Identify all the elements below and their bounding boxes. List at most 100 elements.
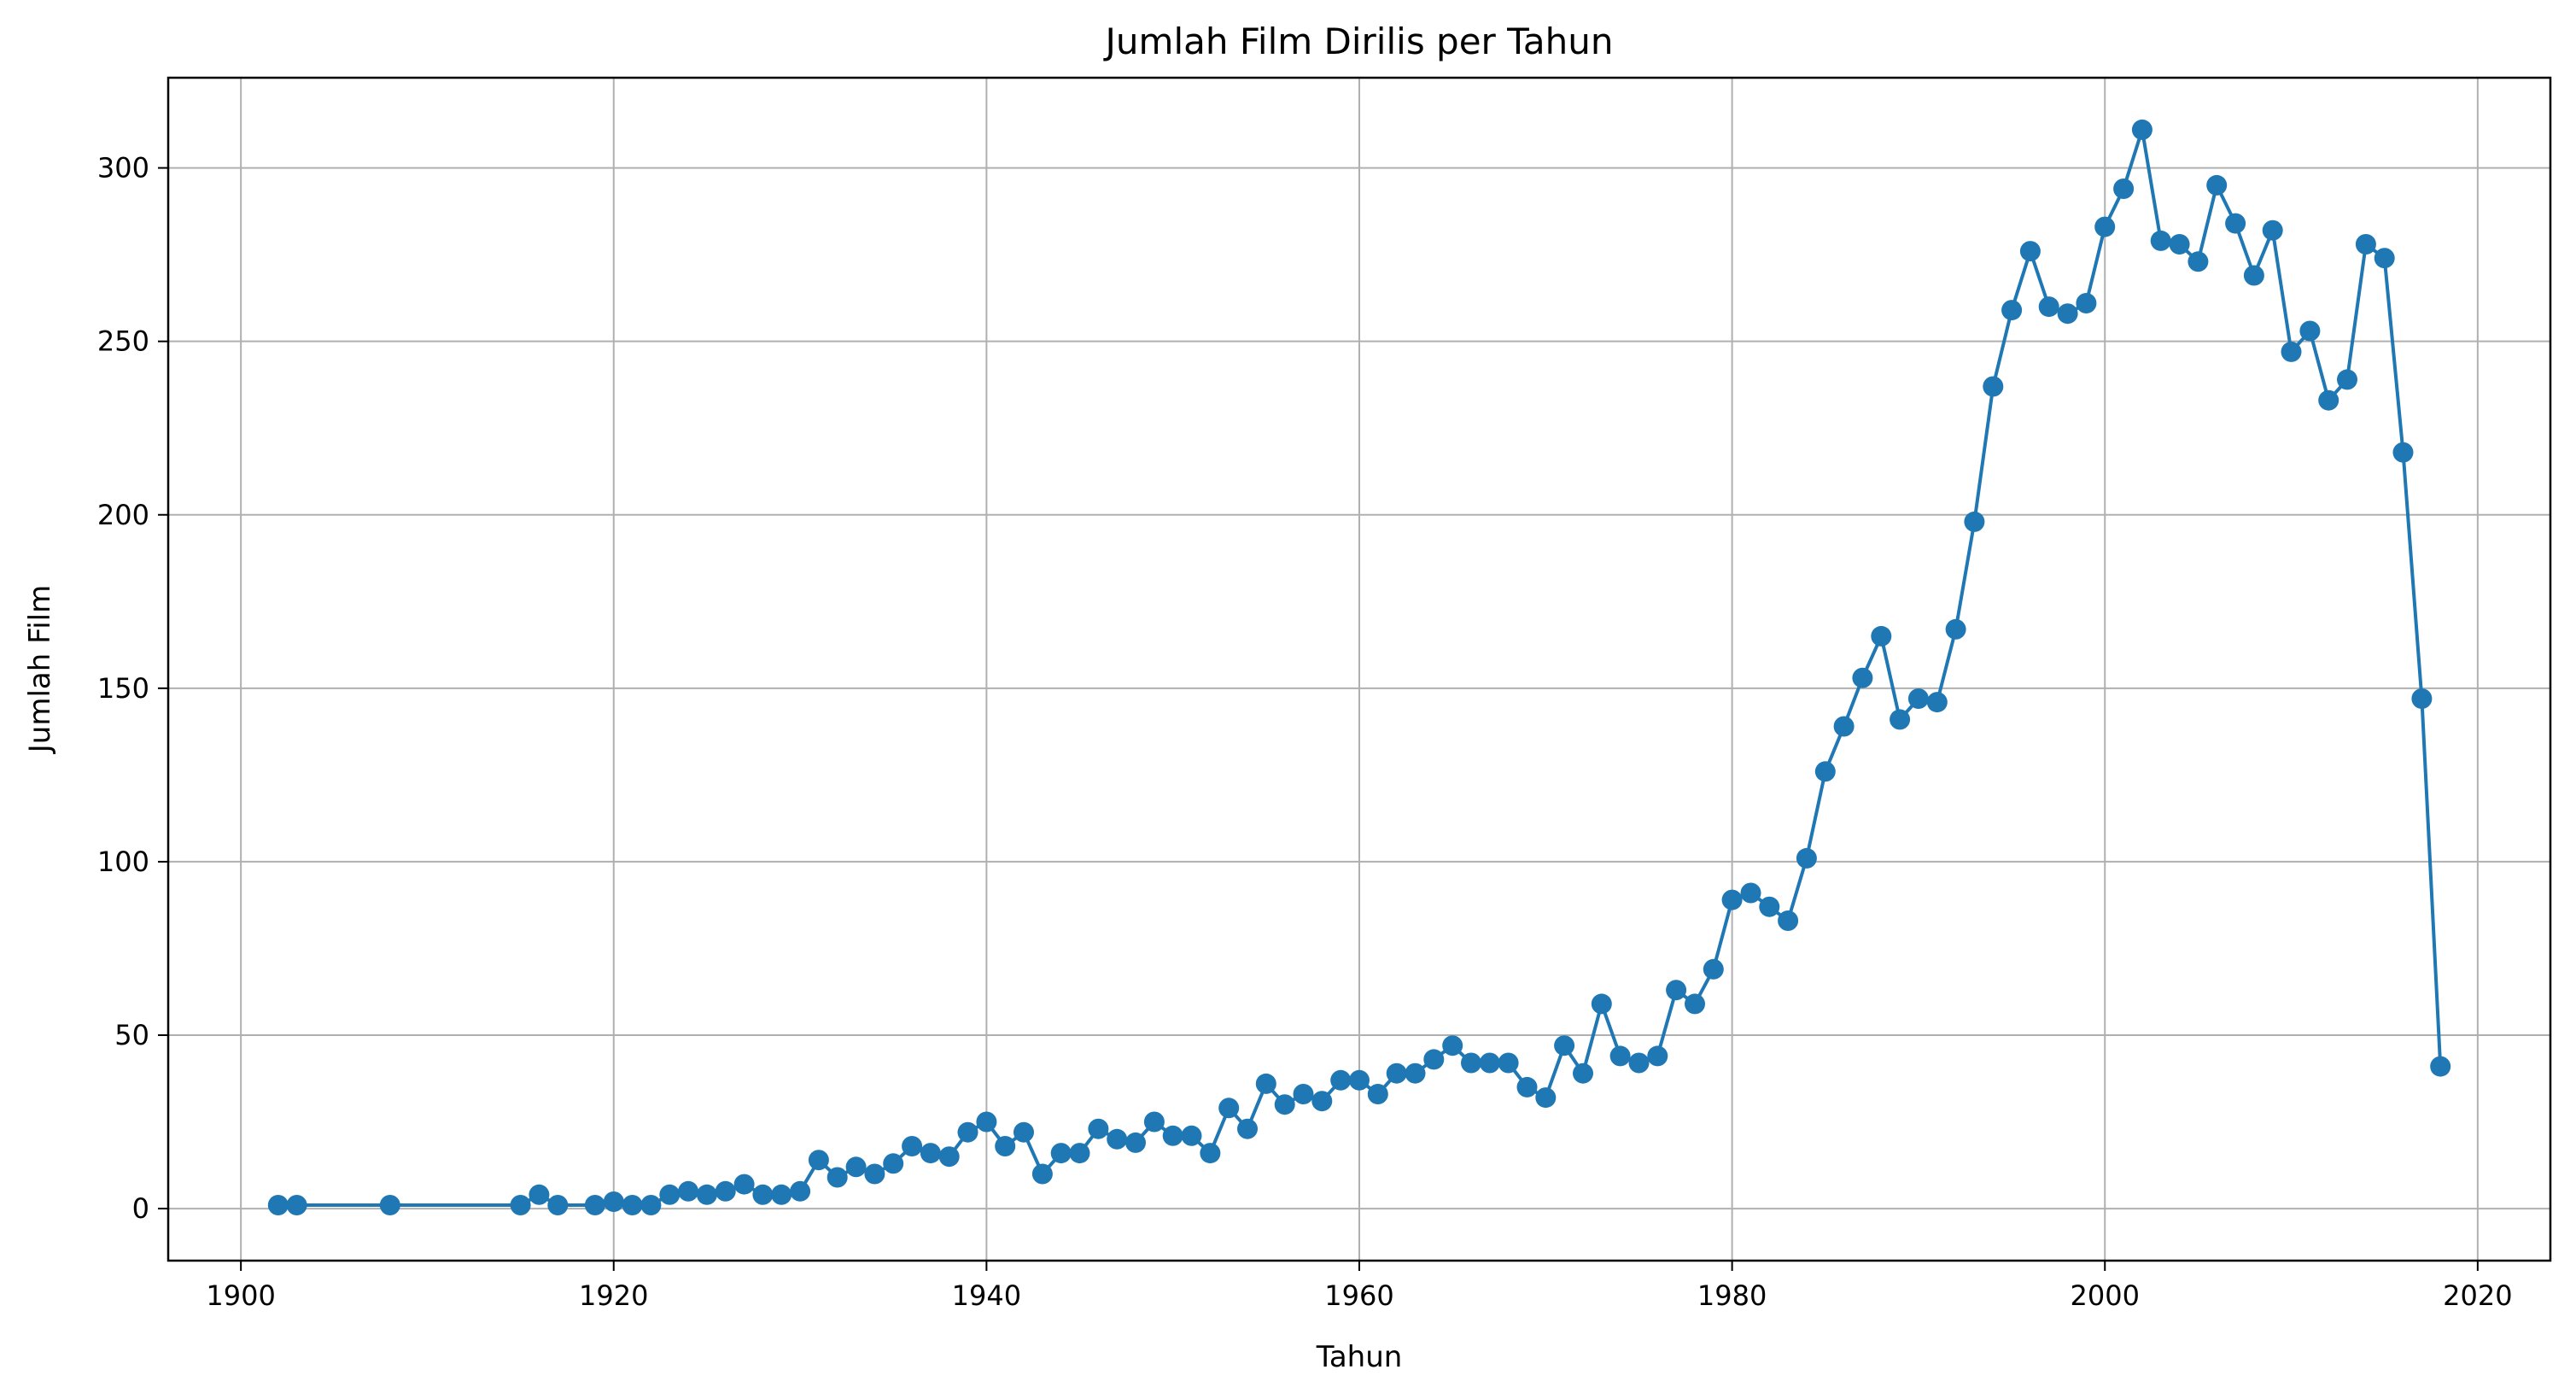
data-point	[1740, 882, 1761, 904]
data-point	[1666, 980, 1687, 1001]
data-point	[1852, 667, 1873, 688]
data-point	[1013, 1121, 1034, 1143]
data-point	[379, 1195, 400, 1215]
data-point	[1293, 1084, 1314, 1104]
data-point	[1479, 1052, 1500, 1074]
data-point	[1330, 1069, 1352, 1091]
data-point	[1871, 625, 1892, 647]
data-point	[2392, 442, 2414, 463]
data-point	[2337, 369, 2357, 390]
data-point	[2131, 119, 2153, 140]
data-point	[752, 1184, 774, 1205]
data-point	[1274, 1094, 1295, 1115]
x-axis-label: Tahun	[1316, 1340, 1403, 1374]
data-point	[2169, 234, 2190, 255]
data-point	[1890, 709, 1911, 730]
data-point	[1983, 376, 2004, 397]
x-tick-label: 1900	[206, 1279, 275, 1312]
data-point	[1461, 1052, 1481, 1074]
data-point	[1945, 618, 1966, 640]
data-point	[696, 1184, 717, 1205]
data-point	[920, 1143, 941, 1164]
y-tick-label: 150	[97, 672, 149, 705]
data-point	[1050, 1143, 1072, 1164]
data-point	[603, 1191, 624, 1212]
data-point	[267, 1195, 289, 1215]
data-point	[584, 1195, 605, 1215]
y-tick-label: 100	[97, 846, 149, 878]
data-point	[2299, 320, 2321, 342]
data-point	[1535, 1087, 1557, 1109]
data-point	[1442, 1035, 1463, 1057]
data-point	[286, 1195, 307, 1215]
data-point	[1591, 993, 1612, 1015]
data-point	[2188, 251, 2209, 272]
data-point	[2262, 220, 2283, 241]
data-point	[2225, 213, 2246, 234]
x-tick-label: 1960	[1324, 1279, 1393, 1312]
data-point	[1125, 1132, 1146, 1153]
data-point	[622, 1195, 643, 1215]
data-point	[2374, 248, 2395, 269]
data-point	[510, 1195, 531, 1215]
data-point	[2206, 174, 2228, 196]
data-point	[2355, 234, 2376, 255]
data-point	[1107, 1128, 1128, 1150]
data-point	[957, 1121, 978, 1143]
data-point	[2076, 293, 2097, 313]
data-point	[1386, 1062, 1407, 1084]
data-point	[1423, 1049, 1445, 1070]
data-point	[1181, 1125, 1202, 1146]
data-point	[1628, 1052, 1650, 1074]
data-point	[1759, 896, 1780, 917]
data-point	[678, 1180, 699, 1202]
data-point	[864, 1163, 885, 1185]
data-point	[2094, 216, 2116, 237]
axis-ticks: 1900 1920 1940 1960 1980 2000 2020 0 50 100 150 200…	[97, 152, 2513, 1312]
data-point	[1143, 1111, 1165, 1133]
x-tick-label: 1980	[1697, 1279, 1767, 1312]
data-point	[1833, 716, 1855, 737]
y-tick-label: 300	[97, 152, 149, 184]
y-tick-label: 200	[97, 499, 149, 531]
data-point	[1031, 1163, 1053, 1185]
data-point	[1311, 1091, 1333, 1112]
data-point	[1554, 1035, 1575, 1057]
data-point	[1088, 1118, 1109, 1139]
data-point	[808, 1150, 829, 1171]
x-tick-label: 1920	[579, 1279, 648, 1312]
data-point	[1907, 688, 1929, 709]
data-point	[2113, 179, 2135, 199]
y-tick-label: 0	[132, 1192, 149, 1225]
data-point	[1814, 761, 1836, 782]
series-line	[277, 127, 2443, 1207]
data-point	[1703, 958, 1724, 980]
data-point	[1778, 910, 1799, 931]
data-point	[1516, 1076, 1538, 1098]
data-point	[1685, 993, 1705, 1015]
data-point	[1218, 1098, 1240, 1119]
data-point	[733, 1174, 755, 1195]
data-point	[883, 1153, 904, 1174]
data-point	[1926, 692, 1948, 713]
y-tick-label: 50	[114, 1019, 149, 1051]
data-point	[547, 1195, 569, 1215]
data-point	[1069, 1143, 1090, 1164]
data-point	[2318, 389, 2339, 411]
data-point	[1964, 511, 1985, 532]
x-tick-label: 2020	[2443, 1279, 2512, 1312]
data-point	[2019, 241, 2041, 262]
data-point	[529, 1184, 550, 1205]
data-point	[995, 1136, 1016, 1156]
data-point	[1573, 1062, 1593, 1084]
data-point	[2411, 688, 2433, 709]
data-point	[2243, 265, 2264, 286]
data-point	[640, 1195, 662, 1215]
data-point	[1405, 1062, 1426, 1084]
chart-title: Jumlah Film Dirilis per Tahun	[1103, 20, 1614, 62]
data-point	[2430, 1056, 2451, 1077]
data-point	[827, 1167, 848, 1188]
data-point	[1255, 1073, 1276, 1094]
data-point	[2150, 230, 2171, 251]
